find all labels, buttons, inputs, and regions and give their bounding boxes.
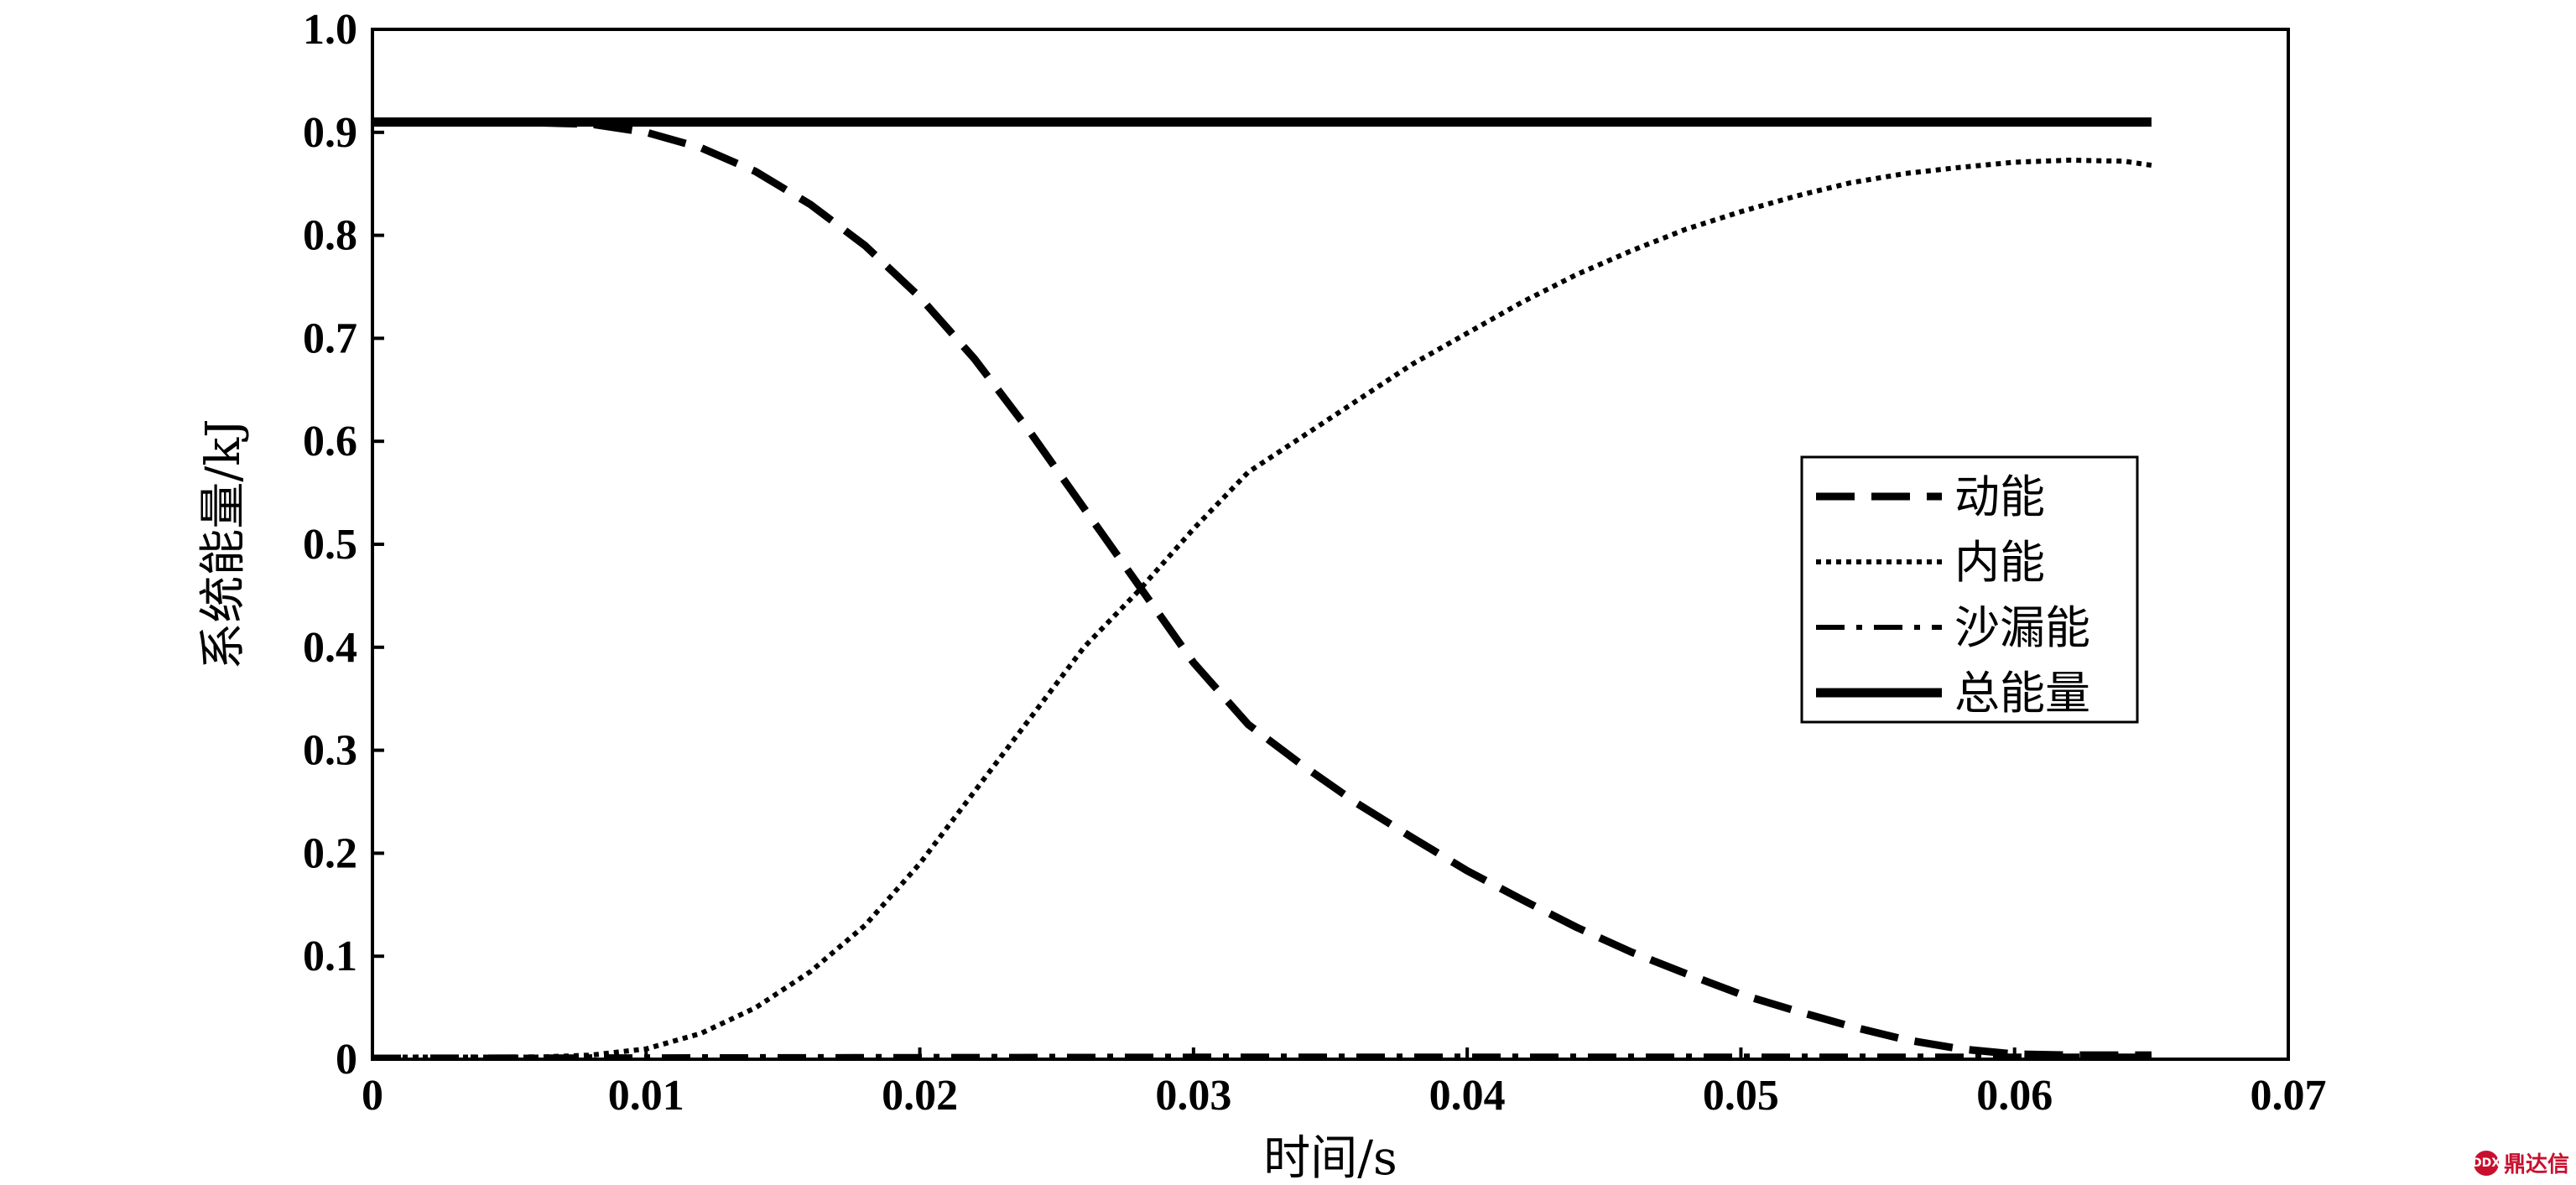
y-tick-label: 1.0 (303, 6, 357, 54)
y-tick-label: 0.6 (303, 418, 357, 465)
y-axis: 0 0.1 0.2 0.3 0.4 0.5 0.6 0.7 0.8 0.9 1.0 (303, 6, 384, 1084)
y-tick-label: 0.5 (303, 521, 357, 569)
y-tick-label: 0.7 (303, 314, 357, 362)
legend-label: 内能 (1954, 536, 2045, 589)
series-line-0 (372, 118, 2152, 1059)
x-tick-label: 0.05 (1703, 1072, 1779, 1120)
y-tick-label: 0.3 (303, 727, 357, 775)
legend-label: 动能 (1954, 470, 2045, 523)
x-tick-label: 0.02 (882, 1072, 958, 1120)
x-tick-label: 0 (362, 1072, 383, 1120)
y-tick-label: 0.1 (303, 933, 357, 980)
series-layer (372, 117, 2152, 1060)
y-tick-label: 0.2 (303, 829, 357, 877)
x-axis-title: 时间/s (1263, 1131, 1397, 1185)
y-tick-label: 0.9 (303, 109, 357, 157)
y-tick-label: 0.8 (303, 212, 357, 260)
legend-box (1800, 455, 2139, 724)
x-axis: 0 0.01 0.02 0.03 0.04 0.05 0.06 0.07 (362, 1047, 2327, 1120)
watermark: DDX 鼎达信 (2472, 1147, 2569, 1178)
x-tick-label: 0.06 (1976, 1072, 2053, 1120)
watermark-logo-icon: DDX (2472, 1150, 2501, 1176)
y-tick-label: 0.4 (303, 624, 357, 672)
y-tick-label: 0 (336, 1036, 357, 1084)
x-tick-label: 0.04 (1429, 1072, 1506, 1120)
watermark-text: 鼎达信 (2503, 1152, 2569, 1177)
x-tick-label: 0.03 (1155, 1072, 1231, 1120)
x-tick-label: 0.07 (2251, 1072, 2327, 1120)
series-line-1 (372, 158, 2152, 1060)
x-tick-label: 0.01 (608, 1072, 684, 1120)
legend-label: 沙漏能 (1954, 601, 2090, 654)
legend-label: 总能量 (1954, 667, 2090, 720)
y-axis-title: 系统能量/kJ (196, 418, 251, 669)
series-line-2 (372, 1053, 2152, 1060)
